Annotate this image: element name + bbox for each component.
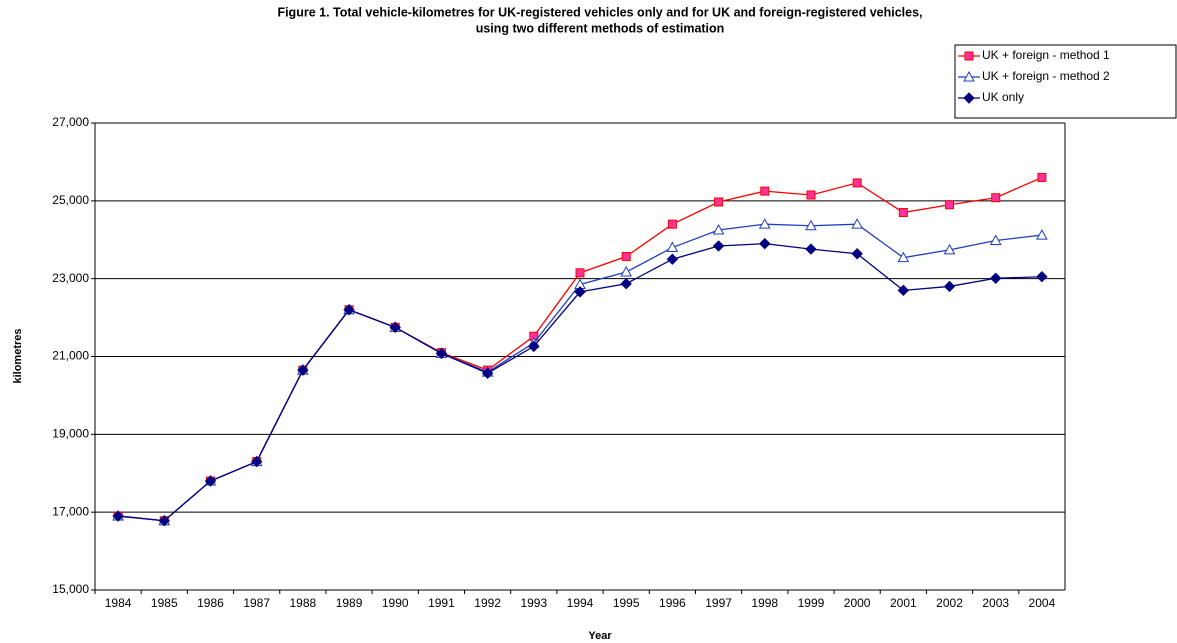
point	[574, 286, 586, 298]
y-tick-label: 27,000	[52, 115, 89, 129]
legend-label: UK + foreign - method 2	[982, 69, 1110, 83]
point	[943, 243, 956, 255]
x-tick-label: 1993	[520, 596, 547, 610]
point	[898, 208, 908, 218]
y-tick-label: 17,000	[52, 504, 89, 518]
legend-label: UK only	[982, 90, 1024, 104]
point	[805, 219, 817, 231]
x-tick-label: 2000	[844, 596, 871, 610]
point	[1036, 229, 1048, 240]
x-tick-label: 2001	[890, 596, 917, 610]
x-tick-label: 1989	[336, 596, 363, 610]
point	[851, 218, 863, 229]
x-tick-label: 1994	[567, 596, 594, 610]
x-tick-label: 1997	[705, 596, 732, 610]
x-tick-label: 1996	[659, 596, 686, 610]
legend-marker	[964, 51, 974, 61]
legend-marker	[963, 70, 975, 82]
point	[851, 248, 863, 260]
point	[991, 193, 1001, 203]
point	[759, 237, 771, 250]
chart-subtitle: using two different methods of estimatio…	[476, 21, 725, 35]
point	[481, 367, 494, 379]
point	[620, 278, 632, 290]
point	[714, 197, 724, 207]
point	[806, 190, 816, 200]
x-tick-label: 1999	[798, 596, 825, 610]
x-tick-label: 2004	[1029, 596, 1056, 610]
legend-box	[954, 44, 1177, 119]
y-tick-label: 15,000	[52, 582, 89, 596]
point	[667, 219, 677, 229]
point	[528, 340, 540, 353]
chart-title: Figure 1. Total vehicle-kilometres for U…	[277, 5, 922, 19]
point	[204, 475, 217, 487]
point	[1036, 271, 1048, 283]
point	[575, 268, 585, 278]
series-line	[118, 176, 1043, 522]
point	[250, 455, 263, 468]
point	[990, 272, 1002, 284]
x-axis-label: Year	[588, 630, 612, 642]
point	[712, 223, 725, 235]
x-tick-label: 1987	[243, 596, 270, 610]
x-tick-label: 1992	[474, 596, 501, 610]
legend-label: UK + foreign - method 1	[982, 48, 1110, 62]
y-axis-label: kilometres	[12, 328, 24, 383]
x-tick-label: 2003	[982, 596, 1009, 610]
y-tick-label: 25,000	[52, 193, 89, 207]
y-tick-label: 19,000	[52, 427, 89, 441]
x-tick-label: 1998	[751, 596, 778, 610]
point	[897, 284, 910, 297]
point	[945, 200, 955, 210]
x-tick-label: 1990	[382, 596, 409, 610]
point	[297, 364, 309, 376]
point	[158, 515, 170, 527]
point	[389, 321, 401, 334]
y-tick-label: 23,000	[52, 271, 89, 285]
point	[805, 243, 817, 255]
point	[666, 253, 679, 265]
x-tick-label: 2002	[936, 596, 963, 610]
x-tick-label: 1995	[613, 596, 640, 610]
x-tick-label: 1991	[428, 596, 455, 610]
x-tick-label: 1985	[151, 596, 178, 610]
point	[758, 218, 771, 229]
y-tick-label: 21,000	[52, 349, 89, 363]
point	[989, 234, 1002, 246]
point	[621, 251, 631, 261]
point	[852, 178, 862, 188]
x-tick-label: 1986	[197, 596, 224, 610]
point	[897, 251, 910, 263]
point	[760, 186, 770, 196]
point	[343, 304, 355, 316]
legend-marker	[963, 92, 975, 104]
point	[712, 240, 725, 252]
point	[435, 347, 448, 360]
point	[666, 241, 679, 253]
point	[112, 510, 124, 522]
point	[620, 266, 633, 277]
x-tick-label: 1988	[290, 596, 317, 610]
point	[943, 280, 956, 293]
x-tick-label: 1984	[105, 596, 132, 610]
point	[1037, 172, 1047, 182]
